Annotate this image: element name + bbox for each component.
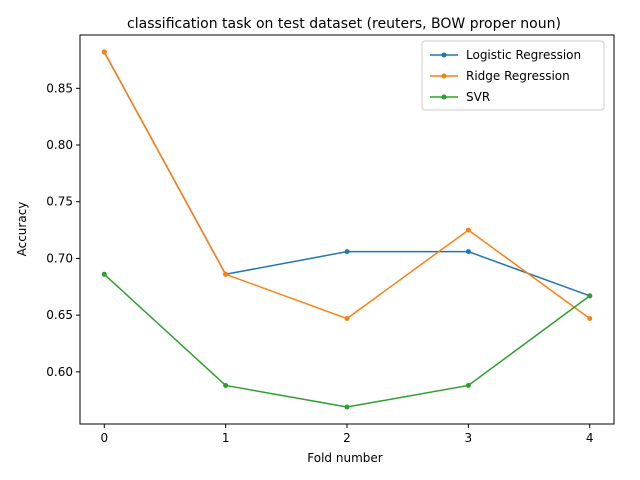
series-point-1	[587, 316, 593, 322]
x-axis-ticks: 0 1 2 3 4	[100, 424, 594, 445]
series-point-2	[587, 293, 593, 299]
legend-box	[421, 40, 605, 111]
series-point-2	[101, 271, 107, 277]
series-point-2	[344, 404, 350, 410]
x-tick-label: 4	[586, 431, 594, 445]
y-axis-label: Accuracy	[15, 202, 29, 257]
x-tick-label: 1	[222, 431, 230, 445]
x-tick-label: 3	[465, 431, 473, 445]
series-point-0	[465, 249, 471, 255]
x-axis-label: Fold number	[307, 451, 382, 465]
series-point-1	[344, 316, 350, 322]
legend-swatch-marker	[441, 73, 447, 79]
series-point-2	[223, 382, 229, 388]
legend-label: SVR	[466, 90, 490, 104]
y-tick-label: 0.70	[46, 251, 73, 265]
legend-label: Ridge Regression	[466, 69, 570, 83]
x-tick-label: 0	[100, 431, 108, 445]
x-tick-label: 2	[343, 431, 351, 445]
series-layer	[101, 49, 593, 410]
legend-label: Logistic Regression	[466, 48, 581, 62]
y-tick-label: 0.80	[46, 138, 73, 152]
series-point-2	[465, 382, 471, 388]
y-axis-ticks: 0.60 0.65 0.70 0.75 0.80 0.85	[46, 81, 80, 379]
legend-swatch-marker	[441, 94, 447, 100]
y-tick-label: 0.60	[46, 365, 73, 379]
chart-title: classification task on test dataset (reu…	[127, 16, 561, 32]
y-tick-label: 0.85	[46, 81, 73, 95]
series-point-1	[223, 271, 229, 277]
series-point-0	[344, 249, 350, 255]
y-tick-label: 0.75	[46, 195, 73, 209]
series-point-1	[465, 227, 471, 233]
y-tick-label: 0.65	[46, 308, 73, 322]
legend-swatch-marker	[441, 52, 447, 58]
legend: Logistic Regression Ridge Regression SVR	[421, 40, 605, 111]
series-point-1	[101, 49, 107, 55]
